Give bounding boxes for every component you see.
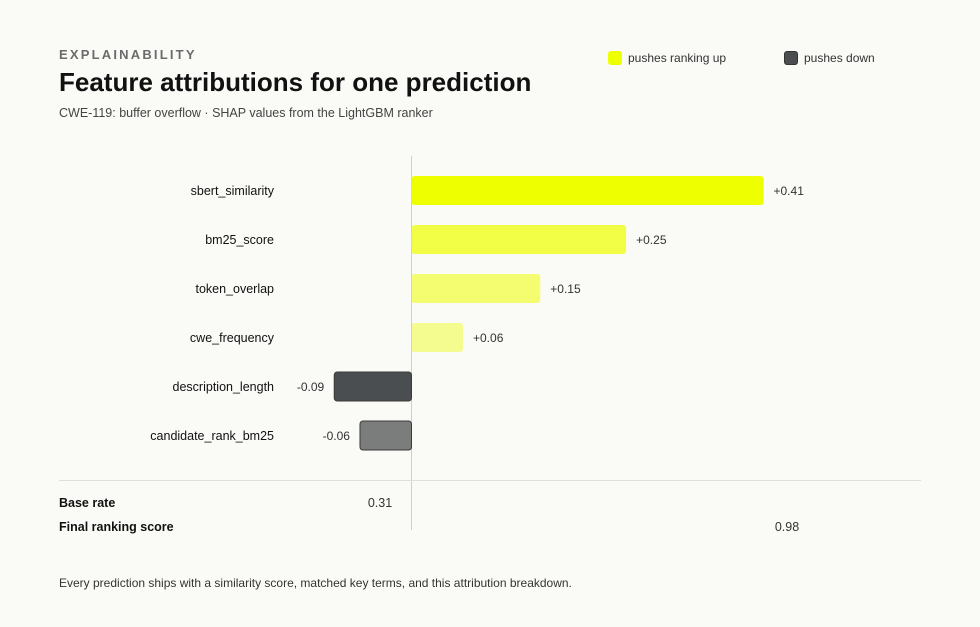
legend-label-up: pushes ranking up	[628, 51, 727, 65]
bar-bm25-score	[411, 225, 627, 254]
value-label: -0.06	[323, 429, 351, 443]
legend-label-down: pushes down	[804, 51, 875, 65]
value-label: -0.09	[297, 380, 325, 394]
eyebrow-label: EXPLAINABILITY	[59, 47, 197, 62]
legend-item-down: pushes down	[784, 51, 875, 65]
legend-swatch-up	[608, 51, 622, 65]
value-label: +0.06	[473, 331, 504, 345]
page-subtitle: CWE-119: buffer overflow · SHAP values f…	[59, 106, 433, 120]
final-score-label: Final ranking score	[59, 520, 174, 534]
bar-candidate-rank-bm25	[359, 420, 412, 451]
base-rate-value: 0.31	[368, 496, 392, 510]
chart-legend: pushes ranking up pushes down	[608, 51, 928, 67]
category-label: cwe_frequency	[190, 331, 275, 345]
final-score-value: 0.98	[775, 520, 799, 534]
value-label: +0.25	[636, 233, 667, 247]
bar-sbert-similarity	[411, 176, 764, 205]
bar-token-overlap	[411, 274, 541, 303]
bar-group: sbert_similarity +0.41 bm25_score +0.25 toke…	[150, 176, 805, 451]
category-label: token_overlap	[195, 282, 274, 296]
value-label: +0.15	[550, 282, 581, 296]
category-label: description_length	[173, 380, 275, 394]
page-title: Feature attributions for one prediction	[59, 67, 532, 97]
footer-note: Every prediction ships with a similarity…	[59, 576, 572, 590]
category-label: bm25_score	[205, 233, 274, 247]
legend-swatch-down	[784, 51, 798, 65]
bar-cwe-frequency	[411, 323, 464, 352]
legend-item-up: pushes ranking up	[608, 51, 726, 65]
value-label: +0.41	[774, 184, 805, 198]
category-label: sbert_similarity	[191, 184, 275, 198]
bar-description-length	[333, 371, 413, 402]
base-rate-label: Base rate	[59, 496, 115, 510]
category-label: candidate_rank_bm25	[150, 429, 274, 443]
